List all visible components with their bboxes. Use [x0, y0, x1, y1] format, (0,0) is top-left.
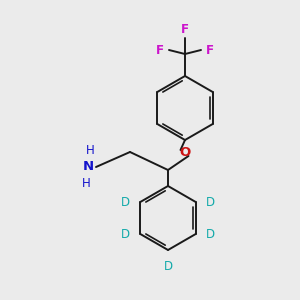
Text: H: H	[85, 144, 94, 157]
Text: H: H	[82, 177, 90, 190]
Text: N: N	[82, 160, 94, 173]
Text: D: D	[206, 196, 215, 208]
Text: D: D	[164, 260, 172, 273]
Text: F: F	[156, 44, 164, 56]
Text: F: F	[206, 44, 214, 56]
Text: D: D	[121, 227, 130, 241]
Text: D: D	[121, 196, 130, 208]
Text: F: F	[181, 23, 189, 36]
Text: O: O	[179, 146, 190, 160]
Text: D: D	[206, 227, 215, 241]
